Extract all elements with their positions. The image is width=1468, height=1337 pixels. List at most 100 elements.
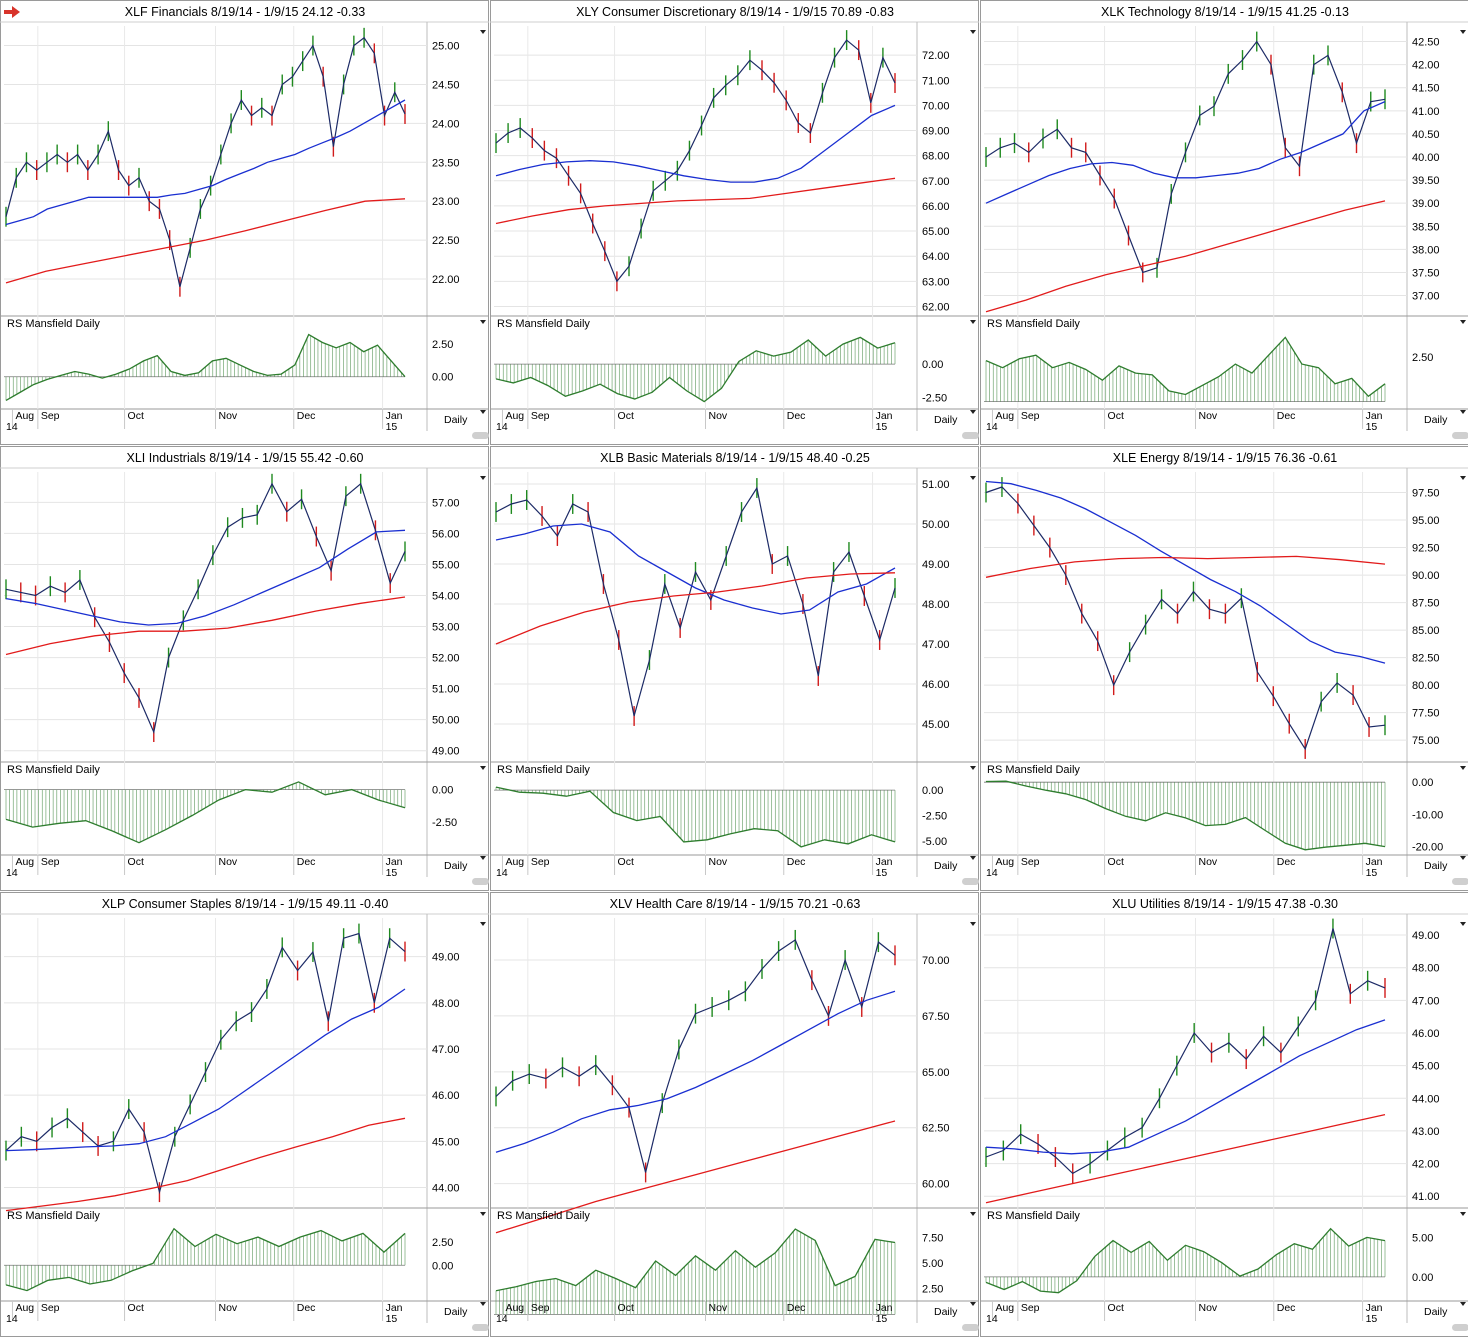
title-range: 8/19/14 - 1/9/15 bbox=[206, 451, 297, 465]
title-range: 8/19/14 - 1/9/15 bbox=[1191, 5, 1282, 19]
month-label: Sep bbox=[531, 410, 550, 422]
price-tick-label: 23.00 bbox=[432, 196, 460, 208]
price-tick-label: 46.00 bbox=[922, 679, 950, 691]
price-menu-arrow-icon[interactable] bbox=[970, 30, 976, 34]
price-tick-label: 53.00 bbox=[432, 622, 460, 634]
ma50-line bbox=[986, 1020, 1385, 1154]
rs-menu-arrow-icon[interactable] bbox=[480, 766, 486, 770]
period-menu-arrow-icon[interactable] bbox=[970, 1302, 976, 1306]
rs-tick-label: 0.00 bbox=[432, 1260, 453, 1272]
month-label: Sep bbox=[1021, 410, 1040, 422]
period-menu-arrow-icon[interactable] bbox=[970, 856, 976, 860]
rs-tick-label: 2.50 bbox=[432, 1237, 453, 1249]
chart-panel-xlb[interactable]: XLB Basic Materials 8/19/14 - 1/9/15 48.… bbox=[490, 446, 979, 891]
price-tick-label: 37.00 bbox=[1412, 291, 1440, 303]
title-range: 8/19/14 - 1/9/15 bbox=[207, 5, 298, 19]
price-tick-label: 56.00 bbox=[432, 528, 460, 540]
price-tick-label: 46.00 bbox=[1412, 1028, 1440, 1040]
rs-menu-arrow-icon[interactable] bbox=[1460, 1212, 1466, 1216]
rs-menu-arrow-icon[interactable] bbox=[1460, 320, 1466, 324]
period-menu-arrow-icon[interactable] bbox=[480, 410, 486, 414]
rs-tick-label: 0.00 bbox=[922, 785, 943, 797]
month-label: Dec bbox=[787, 410, 806, 422]
month-label: Aug bbox=[995, 410, 1014, 422]
chart-title: XLY Consumer Discretionary 8/19/14 - 1/9… bbox=[576, 5, 894, 19]
period-menu-arrow-icon[interactable] bbox=[480, 1302, 486, 1306]
price-line bbox=[986, 487, 1385, 749]
chart-svg: XLF Financials 8/19/14 - 1/9/15 24.12 -0… bbox=[0, 0, 489, 445]
month-label: Sep bbox=[41, 856, 60, 868]
month-label: Oct bbox=[128, 856, 144, 868]
period-menu-arrow-icon[interactable] bbox=[480, 856, 486, 860]
chart-panel-xlv[interactable]: XLV Health Care 8/19/14 - 1/9/15 70.21 -… bbox=[490, 892, 979, 1337]
scroll-handle[interactable] bbox=[962, 878, 979, 885]
price-menu-arrow-icon[interactable] bbox=[1460, 922, 1466, 926]
rs-menu-arrow-icon[interactable] bbox=[1460, 766, 1466, 770]
price-tick-label: 22.50 bbox=[432, 235, 460, 247]
scroll-handle[interactable] bbox=[1452, 432, 1468, 439]
period-menu-arrow-icon[interactable] bbox=[1460, 1302, 1466, 1306]
price-tick-label: 57.00 bbox=[432, 497, 460, 509]
scroll-handle[interactable] bbox=[472, 1324, 489, 1331]
rs-menu-arrow-icon[interactable] bbox=[480, 1212, 486, 1216]
price-menu-arrow-icon[interactable] bbox=[970, 922, 976, 926]
chart-panel-xlf[interactable]: XLF Financials 8/19/14 - 1/9/15 24.12 -0… bbox=[0, 0, 489, 445]
month-label: Oct bbox=[1108, 410, 1124, 422]
price-tick-label: 71.00 bbox=[922, 75, 950, 87]
chart-panel-xly[interactable]: XLY Consumer Discretionary 8/19/14 - 1/9… bbox=[490, 0, 979, 445]
scroll-handle[interactable] bbox=[1452, 1324, 1468, 1331]
rs-tick-label: 0.00 bbox=[1412, 1272, 1433, 1284]
period-menu-arrow-icon[interactable] bbox=[970, 410, 976, 414]
price-menu-arrow-icon[interactable] bbox=[480, 30, 486, 34]
month-label: Dec bbox=[297, 856, 316, 868]
scroll-handle[interactable] bbox=[472, 878, 489, 885]
scroll-handle[interactable] bbox=[472, 432, 489, 439]
year-label-end: 15 bbox=[386, 867, 398, 879]
price-menu-arrow-icon[interactable] bbox=[970, 476, 976, 480]
chart-panel-xlp[interactable]: XLP Consumer Staples 8/19/14 - 1/9/15 49… bbox=[0, 892, 489, 1337]
title-symbol: XLE bbox=[1113, 451, 1137, 465]
month-label: Aug bbox=[505, 856, 524, 868]
month-label: Nov bbox=[1199, 856, 1218, 868]
chart-panel-xli[interactable]: XLI Industrials 8/19/14 - 1/9/15 55.42 -… bbox=[0, 446, 489, 891]
scroll-handle[interactable] bbox=[1452, 878, 1468, 885]
price-menu-arrow-icon[interactable] bbox=[1460, 476, 1466, 480]
year-label-end: 15 bbox=[386, 421, 398, 433]
rs-label: RS Mansfield Daily bbox=[7, 318, 100, 330]
price-tick-label: 24.00 bbox=[432, 118, 460, 130]
month-label: Aug bbox=[15, 856, 34, 868]
rs-menu-arrow-icon[interactable] bbox=[970, 320, 976, 324]
period-menu-arrow-icon[interactable] bbox=[1460, 410, 1466, 414]
rs-label: RS Mansfield Daily bbox=[497, 764, 590, 776]
price-menu-arrow-icon[interactable] bbox=[480, 922, 486, 926]
rs-menu-arrow-icon[interactable] bbox=[970, 1212, 976, 1216]
year-label-end: 15 bbox=[1366, 867, 1378, 879]
year-label-start: 14 bbox=[496, 421, 508, 433]
price-tick-label: 41.00 bbox=[1412, 1191, 1440, 1203]
price-tick-label: 45.00 bbox=[1412, 1061, 1440, 1073]
price-tick-label: 43.00 bbox=[1412, 1126, 1440, 1138]
price-tick-label: 92.50 bbox=[1412, 543, 1440, 555]
rs-tick-label: 2.50 bbox=[1412, 352, 1433, 364]
price-tick-label: 97.50 bbox=[1412, 488, 1440, 500]
rs-menu-arrow-icon[interactable] bbox=[970, 766, 976, 770]
price-tick-label: 25.00 bbox=[432, 41, 460, 53]
chart-svg: XLI Industrials 8/19/14 - 1/9/15 55.42 -… bbox=[0, 446, 489, 891]
rs-menu-arrow-icon[interactable] bbox=[480, 320, 486, 324]
panel-frame bbox=[1, 1, 489, 445]
price-menu-arrow-icon[interactable] bbox=[1460, 30, 1466, 34]
period-menu-arrow-icon[interactable] bbox=[1460, 856, 1466, 860]
price-line bbox=[496, 488, 895, 716]
chart-panel-xlu[interactable]: XLU Utilities 8/19/14 - 1/9/15 47.38 -0.… bbox=[980, 892, 1468, 1337]
price-menu-arrow-icon[interactable] bbox=[480, 476, 486, 480]
title-name: Health Care bbox=[632, 897, 702, 911]
price-tick-label: 65.00 bbox=[922, 1067, 950, 1079]
ma200-line bbox=[986, 556, 1385, 577]
title-symbol: XLB bbox=[600, 451, 624, 465]
rs-tick-label: -5.00 bbox=[922, 836, 947, 848]
scroll-handle[interactable] bbox=[962, 1324, 979, 1331]
chart-panel-xlk[interactable]: XLK Technology 8/19/14 - 1/9/15 41.25 -0… bbox=[980, 0, 1468, 445]
rs-line bbox=[6, 335, 405, 401]
scroll-handle[interactable] bbox=[962, 432, 979, 439]
